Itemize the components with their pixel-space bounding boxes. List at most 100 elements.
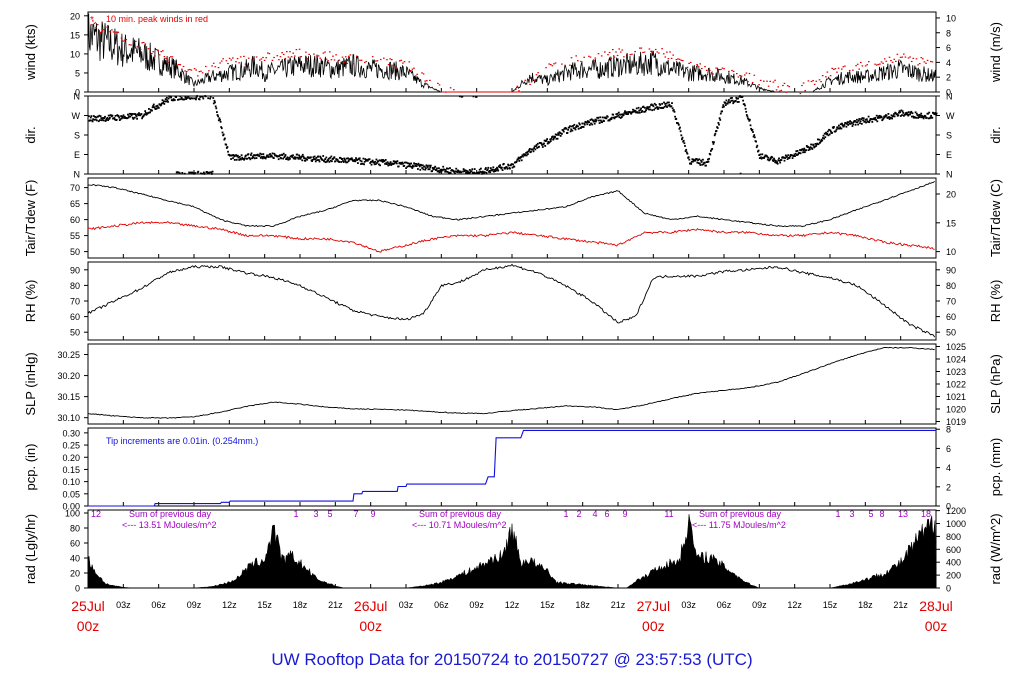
- direction-point: [438, 171, 441, 174]
- direction-point: [199, 96, 202, 98]
- direction-point: [773, 157, 775, 160]
- direction-point: [497, 169, 500, 172]
- peak-wind-point: [232, 57, 234, 59]
- rad-left-tick-label: 60: [70, 539, 80, 549]
- direction-point: [238, 156, 241, 158]
- dir-right-tick-label: S: [946, 131, 952, 141]
- direction-point: [89, 116, 92, 119]
- direction-point: [702, 158, 704, 161]
- direction-point: [707, 158, 709, 161]
- direction-point: [556, 134, 558, 136]
- wind-right-tick-label: 0: [946, 88, 951, 98]
- peak-wind-point: [189, 68, 191, 71]
- direction-point: [835, 128, 838, 131]
- direction-point: [819, 141, 822, 144]
- direction-point: [615, 113, 618, 116]
- peak-wind-point: [842, 66, 845, 68]
- direction-point: [186, 97, 189, 99]
- direction-point: [627, 113, 629, 115]
- direction-point: [838, 127, 841, 130]
- peak-wind-point: [111, 29, 113, 31]
- direction-point: [98, 114, 101, 117]
- direction-point: [691, 158, 694, 161]
- x-hour-label: 03z: [399, 600, 414, 610]
- peak-wind-point: [716, 70, 719, 72]
- direction-point: [104, 115, 106, 118]
- x-hour-label: 06z: [717, 600, 732, 610]
- peak-wind-point: [278, 59, 280, 61]
- peak-wind-point: [316, 55, 318, 57]
- peak-wind-point: [879, 63, 881, 65]
- peak-wind-point: [569, 64, 571, 66]
- direction-point: [568, 126, 571, 129]
- direction-point: [88, 115, 90, 118]
- peak-wind-point: [205, 65, 207, 68]
- direction-point: [851, 125, 854, 127]
- peak-wind-point: [833, 68, 835, 70]
- direction-point: [311, 160, 313, 162]
- direction-point: [590, 118, 593, 121]
- direction-point: [140, 113, 143, 115]
- direction-point: [929, 116, 932, 119]
- direction-point: [214, 105, 217, 108]
- direction-point: [796, 150, 799, 152]
- direction-point: [363, 163, 365, 166]
- direction-point: [115, 118, 118, 121]
- direction-point: [277, 155, 279, 158]
- peak-wind-point: [375, 60, 377, 62]
- x-hour-label: 09z: [187, 600, 202, 610]
- direction-point: [783, 156, 785, 159]
- peak-wind-point: [338, 59, 341, 61]
- direction-point: [99, 115, 102, 118]
- direction-point: [389, 161, 392, 163]
- direction-point: [901, 110, 904, 113]
- peak-wind-point: [723, 68, 725, 70]
- direction-point: [195, 98, 197, 101]
- direction-point: [587, 120, 589, 122]
- peak-wind-point: [877, 63, 880, 66]
- direction-point: [695, 158, 698, 160]
- direction-point: [755, 140, 757, 143]
- direction-point: [809, 148, 811, 151]
- peak-wind-point: [305, 51, 307, 53]
- direction-point: [736, 97, 738, 100]
- direction-point: [885, 114, 888, 117]
- direction-point: [619, 117, 622, 119]
- direction-point: [498, 166, 501, 168]
- peak-wind-point: [882, 62, 884, 64]
- direction-point: [656, 106, 658, 108]
- direction-point: [215, 107, 218, 110]
- peak-wind-point: [855, 65, 857, 67]
- peak-wind-point: [831, 67, 833, 69]
- peak-wind-point: [858, 68, 860, 70]
- peak-wind-point: [329, 51, 331, 53]
- direction-point: [240, 158, 242, 161]
- peak-wind-point: [330, 59, 333, 61]
- direction-point: [844, 122, 847, 124]
- direction-point: [246, 157, 249, 160]
- direction-point: [865, 121, 867, 124]
- direction-point: [915, 112, 918, 115]
- peak-wind-point: [402, 62, 404, 64]
- direction-point: [737, 101, 740, 103]
- peak-wind-point: [740, 75, 743, 77]
- direction-point: [654, 107, 657, 110]
- peak-wind-point: [909, 56, 911, 58]
- direction-point: [685, 148, 688, 151]
- direction-point: [823, 132, 826, 135]
- direction-point: [263, 155, 265, 158]
- direction-point: [420, 164, 423, 167]
- direction-point: [718, 117, 721, 120]
- direction-point: [828, 128, 830, 131]
- direction-point: [732, 102, 735, 105]
- direction-point: [919, 114, 922, 117]
- direction-point: [852, 121, 855, 123]
- direction-point: [836, 126, 839, 129]
- direction-point: [330, 155, 333, 158]
- peak-wind-point: [915, 58, 918, 60]
- direction-point: [896, 113, 898, 116]
- peak-wind-point: [860, 61, 862, 64]
- direction-point: [492, 166, 495, 169]
- peak-wind-point: [217, 67, 220, 69]
